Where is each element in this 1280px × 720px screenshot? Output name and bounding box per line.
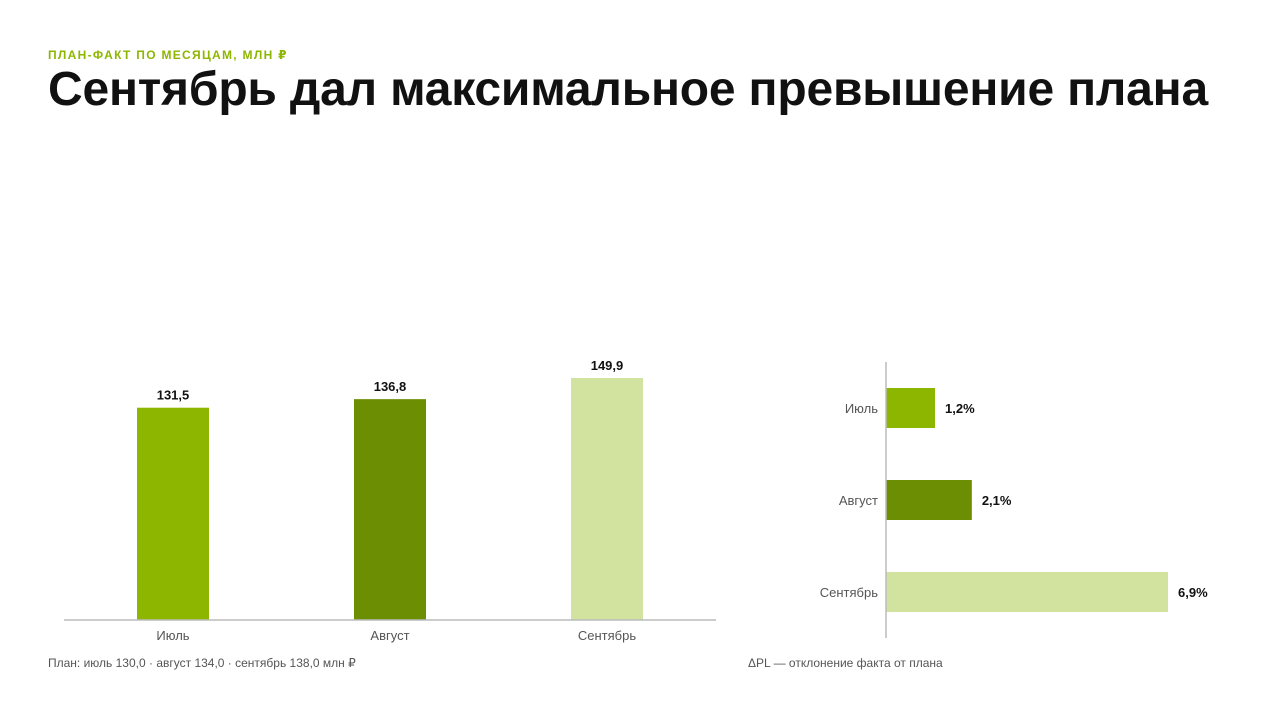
bar-value-label: 149,9: [591, 358, 624, 373]
y-tick-label: Июль: [845, 401, 878, 416]
bar-value-label: 136,8: [374, 379, 407, 394]
hbar-value-label: 2,1%: [982, 493, 1012, 508]
y-tick-label: Сентябрь: [820, 585, 878, 600]
hbar-value-label: 6,9%: [1178, 585, 1208, 600]
bar-value-label: 131,5: [157, 388, 190, 403]
deviation-note: ΔPL — отклонение факта от плана: [748, 656, 943, 670]
page-title: Сентябрь дал максимальное превышение пла…: [48, 63, 1208, 116]
plan-note: План: июль 130,0 · август 134,0 · сентяб…: [48, 656, 356, 670]
hbar-1: [886, 388, 936, 428]
hbar-value-label: 1,2%: [945, 401, 975, 416]
bar-3: [571, 378, 643, 620]
bar-2: [354, 399, 426, 620]
x-tick-label: Сентябрь: [578, 628, 636, 643]
bar-1: [137, 407, 209, 620]
hbar-2: [886, 480, 972, 520]
x-tick-label: Июль: [156, 628, 189, 643]
x-tick-label: Август: [370, 628, 409, 643]
y-tick-label: Август: [839, 493, 878, 508]
chart-kicker: ПЛАН-ФАКТ ПО МЕСЯЦАМ, МЛН ₽: [48, 48, 288, 62]
hbar-3: [886, 572, 1168, 612]
fact-bar-chart: 131,5 Июль 136,8 Август 149,9 Сентябрь: [64, 358, 716, 643]
